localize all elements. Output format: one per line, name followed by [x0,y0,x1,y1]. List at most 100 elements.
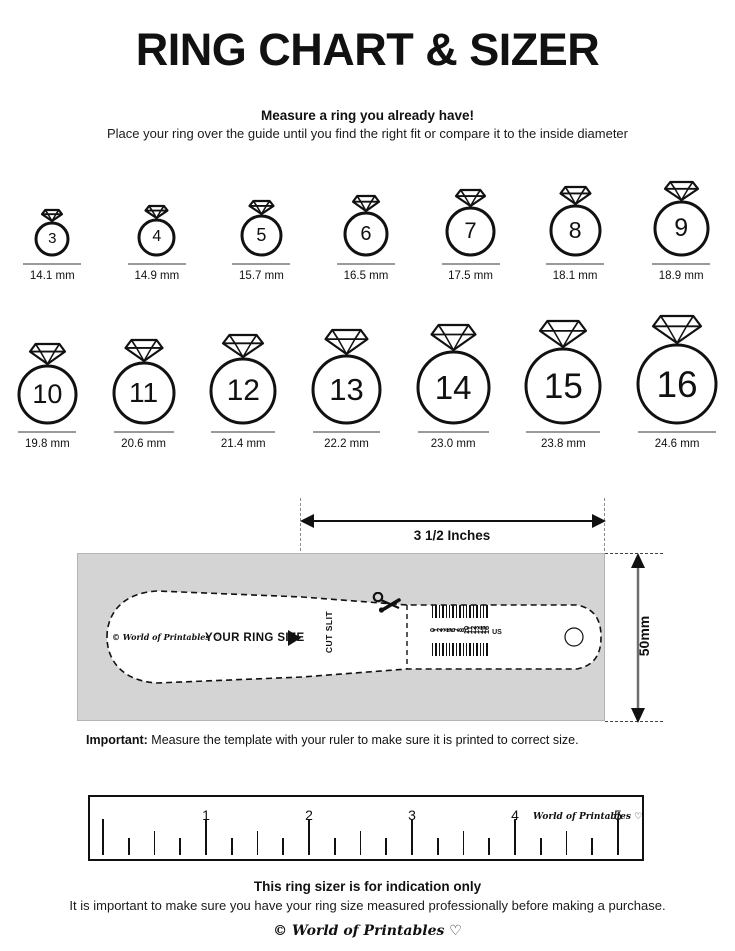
ring-size-cell[interactable]: 9 18.9 mm [651,178,712,282]
ring-icon [524,319,602,425]
sizer-scale-number: 2 [434,627,444,633]
sizer-scale-number: 1 [431,627,441,633]
ruler-tick [462,831,465,855]
ring-size-number: 5 [256,225,267,246]
ruler-tick [333,838,336,855]
important-note: Important: Measure the template with you… [86,733,686,747]
ring-icon [416,323,491,425]
ring-icon [343,194,389,257]
mm-divider [441,263,500,265]
sizer-tick [469,643,471,656]
ring-size-cell[interactable]: 10 19.8 mm [15,340,80,450]
sizer-tick [445,643,447,656]
sizer-tick [442,643,444,656]
footer-brand: © World of Printables ♡ [273,923,462,939]
sizer-tick [466,643,468,656]
ring-size-cell[interactable]: 12 21.4 mm [207,331,279,450]
ring-size-cell[interactable]: 15 23.8 mm [522,317,604,450]
ruler-tick [127,838,130,855]
ring-size-cell[interactable]: 7 17.5 mm [441,186,500,282]
ruler-tick [411,819,414,855]
height-dimension-arrow [631,553,645,723]
ring-size-number: 8 [568,216,582,243]
sizer-strip-outline [106,590,602,684]
height-dimension-label: 50mm [636,615,652,657]
sizer-tick [483,605,485,618]
ring-diameter-label: 24.6 mm [654,437,700,450]
sizer-tick [435,643,437,656]
ruler-tick [565,831,568,855]
sizer-scale-number: 5 [445,627,454,633]
mm-divider [127,263,186,265]
sizer-tick [455,605,458,618]
important-label: Important: [86,733,148,747]
sizer-scale-number: 14 [475,625,485,635]
ring-size-cell[interactable]: 3 14.1 mm [23,206,82,282]
sizer-tick [449,605,451,618]
ring-icon [445,188,496,257]
sizer-scale: 0 1 2 3 4 5 6 7 8 9 10 11 12 13 14 15 16 [428,605,528,657]
ring-size-cell[interactable]: 4 14.9 mm [127,202,186,282]
ruler-inch-label: 3 [408,807,416,823]
page-title: RING CHART & SIZER [135,24,600,75]
ring-size-cell[interactable]: 6 16.5 mm [336,192,395,282]
template-gray-area [77,553,605,721]
width-dimension-arrow [300,514,606,528]
template-brand-mark: © World of Printables ♡ [112,632,220,642]
ring-icon [209,333,277,425]
sizer-tick [486,643,488,656]
ring-size-cell[interactable]: 16 24.6 mm [634,312,720,450]
ring-size-number: 13 [329,371,364,407]
dim-guide-left [300,498,301,556]
ring-size-number: 3 [48,230,57,248]
ruler-inch-label: 1 [202,807,210,823]
sizer-tick [479,643,481,656]
ring-diameter-label: 17.5 mm [448,269,493,282]
sizer-scale-number: 4 [441,627,451,633]
sizer-tick [455,643,458,656]
ring-size-number: 4 [152,228,162,246]
ruler-tick [359,831,362,855]
ring-size-cell[interactable]: 14 23.0 mm [414,321,493,450]
sizer-tick [459,605,461,618]
ring-diameter-label: 19.8 mm [24,437,70,450]
right-arrow-icon [288,630,301,646]
sizer-unit-badge: US [492,629,502,636]
subtitle-text: Place your ring over the guide until you… [106,126,628,141]
mm-divider [312,431,380,433]
ring-size-cell[interactable]: 8 18.1 mm [546,183,605,282]
sizer-scale-number: 16 [482,625,492,635]
ruler-tick [282,838,285,855]
sizer-tick [438,643,441,656]
mm-divider [336,263,395,265]
subtitle-bold: Measure a ring you already have! [260,108,475,123]
ruler-brand-mark: World of Printables ♡ [533,812,643,822]
ring-size-row-2: 10 19.8 mm 11 20.6 mm 12 21.4 mm 13 22.2 mm [0,312,735,450]
sizer-scale-number: 12 [468,625,478,635]
ring-size-number: 7 [464,218,477,244]
scissors-icon [372,592,401,613]
sizer-tick [486,605,488,618]
sizer-scale-number: 0 [428,627,437,633]
ring-size-cell[interactable]: 13 22.2 mm [309,326,384,450]
ring-icon [549,185,602,257]
ring-diameter-label: 21.4 mm [220,437,266,450]
footer-line-2: It is important to make sure you have yo… [69,898,666,913]
ring-size-number: 14 [434,368,472,406]
sizer-tick [435,605,437,618]
ring-diameter-label: 23.0 mm [430,437,476,450]
ring-size-cell[interactable]: 11 20.6 mm [110,336,178,450]
sizer-tick [442,605,444,618]
ring-size-cell[interactable]: 5 15.7 mm [232,197,291,282]
sizer-scale-number: 7 [451,627,461,633]
ring-icon [112,338,176,425]
ring-size-number: 15 [543,366,583,406]
ring-icon [311,328,382,425]
ruler-inch-label: 2 [305,807,313,823]
ring-icon [17,342,78,425]
ring-diameter-label: 14.1 mm [29,269,75,282]
sizer-scale-number: 15 [479,625,488,635]
ring-diameter-label: 18.1 mm [552,269,598,282]
